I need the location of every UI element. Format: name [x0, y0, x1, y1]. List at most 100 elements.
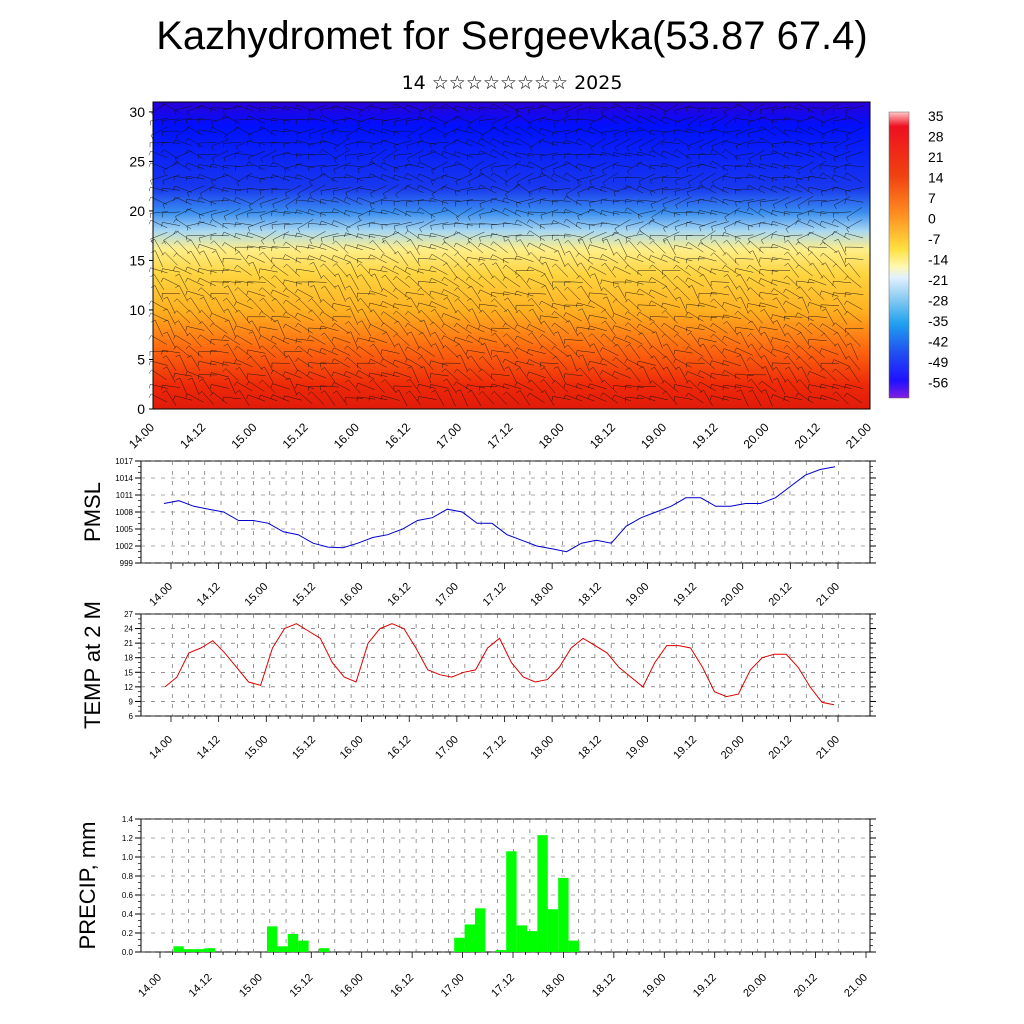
wind-barb-flag — [417, 116, 420, 121]
wind-barb — [838, 250, 847, 268]
wind-barb — [797, 209, 815, 216]
wind-barb-flag — [197, 361, 200, 366]
wind-barb-flag — [699, 390, 704, 393]
wind-barb-flag — [223, 109, 225, 115]
wind-barb-flag — [187, 250, 192, 254]
wind-barb-flag — [503, 309, 508, 313]
wind-barb-flag — [466, 241, 470, 245]
wind-barb — [625, 233, 644, 238]
wind-barb — [284, 175, 303, 180]
wind-barb-flag — [468, 170, 472, 175]
wind-barb — [589, 174, 607, 181]
wind-barb — [445, 345, 459, 359]
wind-barb-flag — [846, 217, 850, 222]
wind-barb — [760, 185, 778, 193]
wind-barb — [472, 308, 481, 326]
wind-barb — [237, 287, 252, 300]
wind-barb-flag — [612, 336, 615, 341]
wind-barb-flag — [528, 332, 533, 336]
wind-barb — [674, 221, 693, 227]
wind-barb — [821, 383, 839, 389]
wind-barb-flag — [613, 344, 618, 348]
wind-barb-flag — [564, 373, 566, 379]
wind-barb-flag — [466, 257, 468, 262]
wind-barb-flag — [234, 335, 237, 340]
wind-barb — [528, 292, 547, 295]
wind-barb-flag — [185, 162, 188, 168]
wind-barb — [333, 347, 351, 356]
wind-barb — [711, 196, 729, 205]
wind-barb — [418, 281, 437, 283]
wind-barb — [468, 334, 484, 346]
wind-barb — [259, 107, 278, 109]
wind-barb-flag — [514, 209, 517, 215]
temp-x-tick-label: 14.00 — [147, 734, 175, 762]
wind-barb — [520, 239, 530, 256]
wind-barb-flag — [380, 209, 383, 215]
wind-barb — [541, 243, 558, 252]
wind-barb — [154, 285, 164, 302]
wind-barb — [577, 302, 595, 308]
wind-barb-flag — [673, 287, 678, 291]
wind-barb — [662, 141, 681, 145]
wind-barb — [482, 356, 495, 371]
wind-barb-flag — [649, 321, 654, 326]
wind-barb — [496, 355, 505, 372]
wind-barb — [457, 298, 471, 313]
wind-barb — [223, 231, 241, 240]
cs-x-tick-label: 14.00 — [126, 420, 157, 451]
wind-barb — [761, 126, 777, 137]
wind-barb-flag — [600, 186, 603, 191]
wind-barb — [531, 298, 544, 313]
wind-barb-flag — [258, 118, 261, 123]
wind-barb-flag — [261, 240, 264, 245]
wind-barb — [444, 323, 460, 334]
wind-barb — [484, 343, 493, 360]
wind-barb-flag — [661, 380, 665, 385]
wind-barb-flag — [844, 300, 847, 305]
wind-barb-flag — [417, 207, 420, 212]
wind-barb — [321, 220, 339, 228]
wind-barb — [735, 373, 754, 376]
wind-barb — [349, 297, 359, 314]
wind-barb-flag — [528, 192, 531, 197]
wind-barb-flag — [429, 290, 432, 296]
wind-barb — [833, 174, 851, 181]
chart-subtitle: 14 ☆☆☆☆☆☆☆☆ 2025 — [401, 72, 623, 94]
wind-barb-flag — [405, 323, 408, 328]
wind-barb-flag — [309, 193, 313, 198]
wind-barb — [456, 369, 472, 381]
wind-barb-flag — [148, 312, 152, 318]
wind-barb-flag — [454, 105, 456, 111]
wind-barb — [455, 222, 473, 226]
wind-barb-flag — [589, 238, 592, 244]
wind-barb-flag — [636, 394, 639, 400]
wind-barb — [431, 115, 448, 124]
wind-barb-flag — [210, 240, 214, 244]
wind-barb — [846, 172, 863, 183]
wind-barb — [507, 344, 519, 360]
wind-barb — [430, 141, 449, 144]
wind-barb-flag — [576, 118, 578, 124]
wind-barb-flag — [649, 380, 653, 385]
wind-barb-flag — [282, 254, 286, 259]
temp-x-tick-label: 15.12 — [290, 734, 318, 762]
wind-barb-flag — [185, 199, 187, 204]
wind-barb-flag — [539, 139, 542, 145]
wind-barb — [567, 344, 580, 359]
precip-y-tick-label: 0.4 — [122, 910, 134, 919]
precip-bar — [547, 909, 559, 952]
wind-barb-flag — [625, 240, 630, 244]
wind-barb-flag — [346, 228, 349, 233]
wind-barb — [613, 211, 632, 214]
wind-barb-flag — [809, 170, 813, 175]
wind-barb — [357, 337, 376, 343]
wind-barb — [528, 153, 547, 156]
wind-barb — [248, 161, 265, 171]
wind-barb-flag — [735, 155, 737, 161]
wind-barb — [493, 275, 508, 289]
wind-barb-flag — [282, 371, 285, 376]
wind-barb-flag — [404, 173, 408, 178]
wind-barb — [297, 323, 313, 334]
wind-barb-flag — [380, 322, 384, 327]
